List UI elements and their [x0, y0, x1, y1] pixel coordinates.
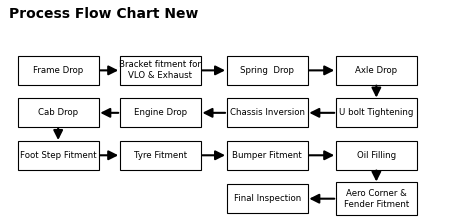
FancyBboxPatch shape — [227, 98, 308, 127]
Text: Bracket fitment for
VLO & Exhaust: Bracket fitment for VLO & Exhaust — [119, 60, 201, 80]
FancyBboxPatch shape — [227, 184, 308, 213]
FancyBboxPatch shape — [336, 56, 417, 85]
FancyBboxPatch shape — [336, 141, 417, 170]
FancyBboxPatch shape — [120, 98, 201, 127]
Text: Aero Corner &
Fender Fitment: Aero Corner & Fender Fitment — [344, 189, 409, 209]
Text: Cab Drop: Cab Drop — [38, 108, 78, 117]
Text: Bumper Fitment: Bumper Fitment — [232, 151, 302, 160]
Text: Final Inspection: Final Inspection — [234, 194, 301, 203]
Text: Frame Drop: Frame Drop — [33, 66, 83, 75]
Text: U bolt Tightening: U bolt Tightening — [339, 108, 413, 117]
Text: Axle Drop: Axle Drop — [356, 66, 397, 75]
FancyBboxPatch shape — [18, 98, 99, 127]
FancyBboxPatch shape — [227, 141, 308, 170]
FancyBboxPatch shape — [120, 56, 201, 85]
FancyBboxPatch shape — [18, 141, 99, 170]
Text: Spring  Drop: Spring Drop — [240, 66, 294, 75]
FancyBboxPatch shape — [227, 56, 308, 85]
Text: Foot Step Fitment: Foot Step Fitment — [20, 151, 97, 160]
FancyBboxPatch shape — [120, 141, 201, 170]
Text: Engine Drop: Engine Drop — [134, 108, 187, 117]
FancyBboxPatch shape — [18, 56, 99, 85]
Text: Tyre Fitment: Tyre Fitment — [134, 151, 187, 160]
Text: Chassis Inversion: Chassis Inversion — [230, 108, 305, 117]
Text: Oil Filling: Oil Filling — [357, 151, 396, 160]
FancyBboxPatch shape — [336, 182, 417, 215]
Text: Process Flow Chart New: Process Flow Chart New — [9, 7, 199, 21]
FancyBboxPatch shape — [336, 98, 417, 127]
